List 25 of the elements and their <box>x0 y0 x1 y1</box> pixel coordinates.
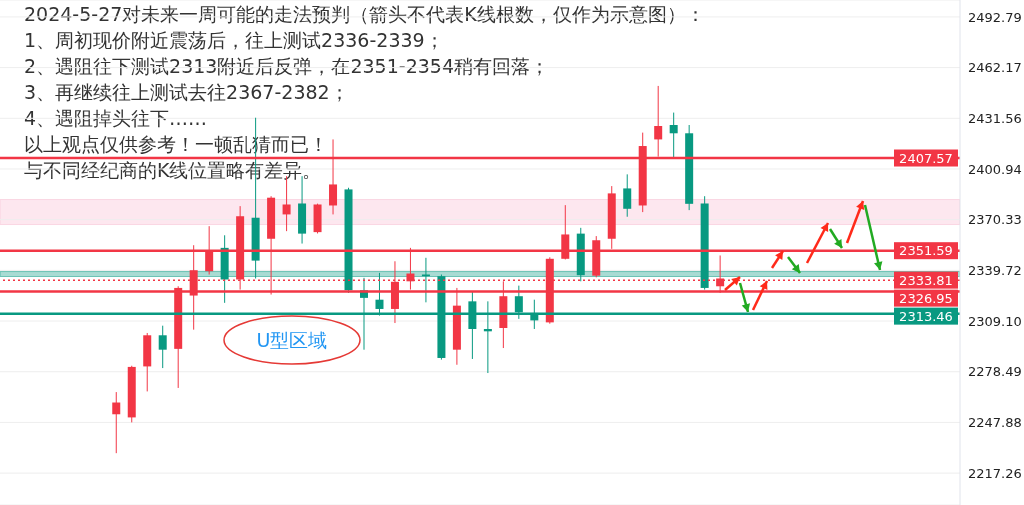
ref-line-label: 2351.59 <box>899 243 953 259</box>
y-tick-label: 2247.88 <box>968 415 1022 431</box>
ref-line-label: 2313.46 <box>899 308 953 324</box>
y-tick-label: 2309.10 <box>968 313 1022 329</box>
y-tick-label: 2431.56 <box>968 110 1022 126</box>
candlestick <box>158 325 167 369</box>
annotation: 4、遇阻掉头往下…… <box>24 107 208 129</box>
ref-line-label: 2333.81 <box>899 272 953 288</box>
y-tick-label: 2278.49 <box>968 364 1022 380</box>
annotation: U型区域 <box>256 329 328 351</box>
y-tick-label: 2492.79 <box>968 9 1022 25</box>
candlestick <box>112 391 121 454</box>
y-tick-label: 2400.94 <box>968 161 1022 177</box>
annotation: 3、再继续往上测试去往2367-2382； <box>24 81 349 103</box>
ref-line-label: 2407.57 <box>899 150 953 166</box>
y-tick-label: 2339.72 <box>968 262 1022 278</box>
annotation: 2、遇阻往下测试2313附近后反弹，在2351-2354稍有回落； <box>24 55 550 77</box>
annotation: 1、周初现价附近震荡后，往上测试2336-2339； <box>24 29 444 51</box>
y-tick-label: 2370.33 <box>968 212 1022 228</box>
candlestick <box>623 173 632 218</box>
ref-line-label: 2326.95 <box>899 290 953 306</box>
candlestick <box>669 112 678 160</box>
y-tick-label: 2217.26 <box>968 465 1022 481</box>
chart-title: 2024-5-27对未来一周可能的走法预判（箭头不代表K线根数，仅作为示意图）： <box>24 3 705 25</box>
y-tick-label: 2462.17 <box>968 60 1022 76</box>
